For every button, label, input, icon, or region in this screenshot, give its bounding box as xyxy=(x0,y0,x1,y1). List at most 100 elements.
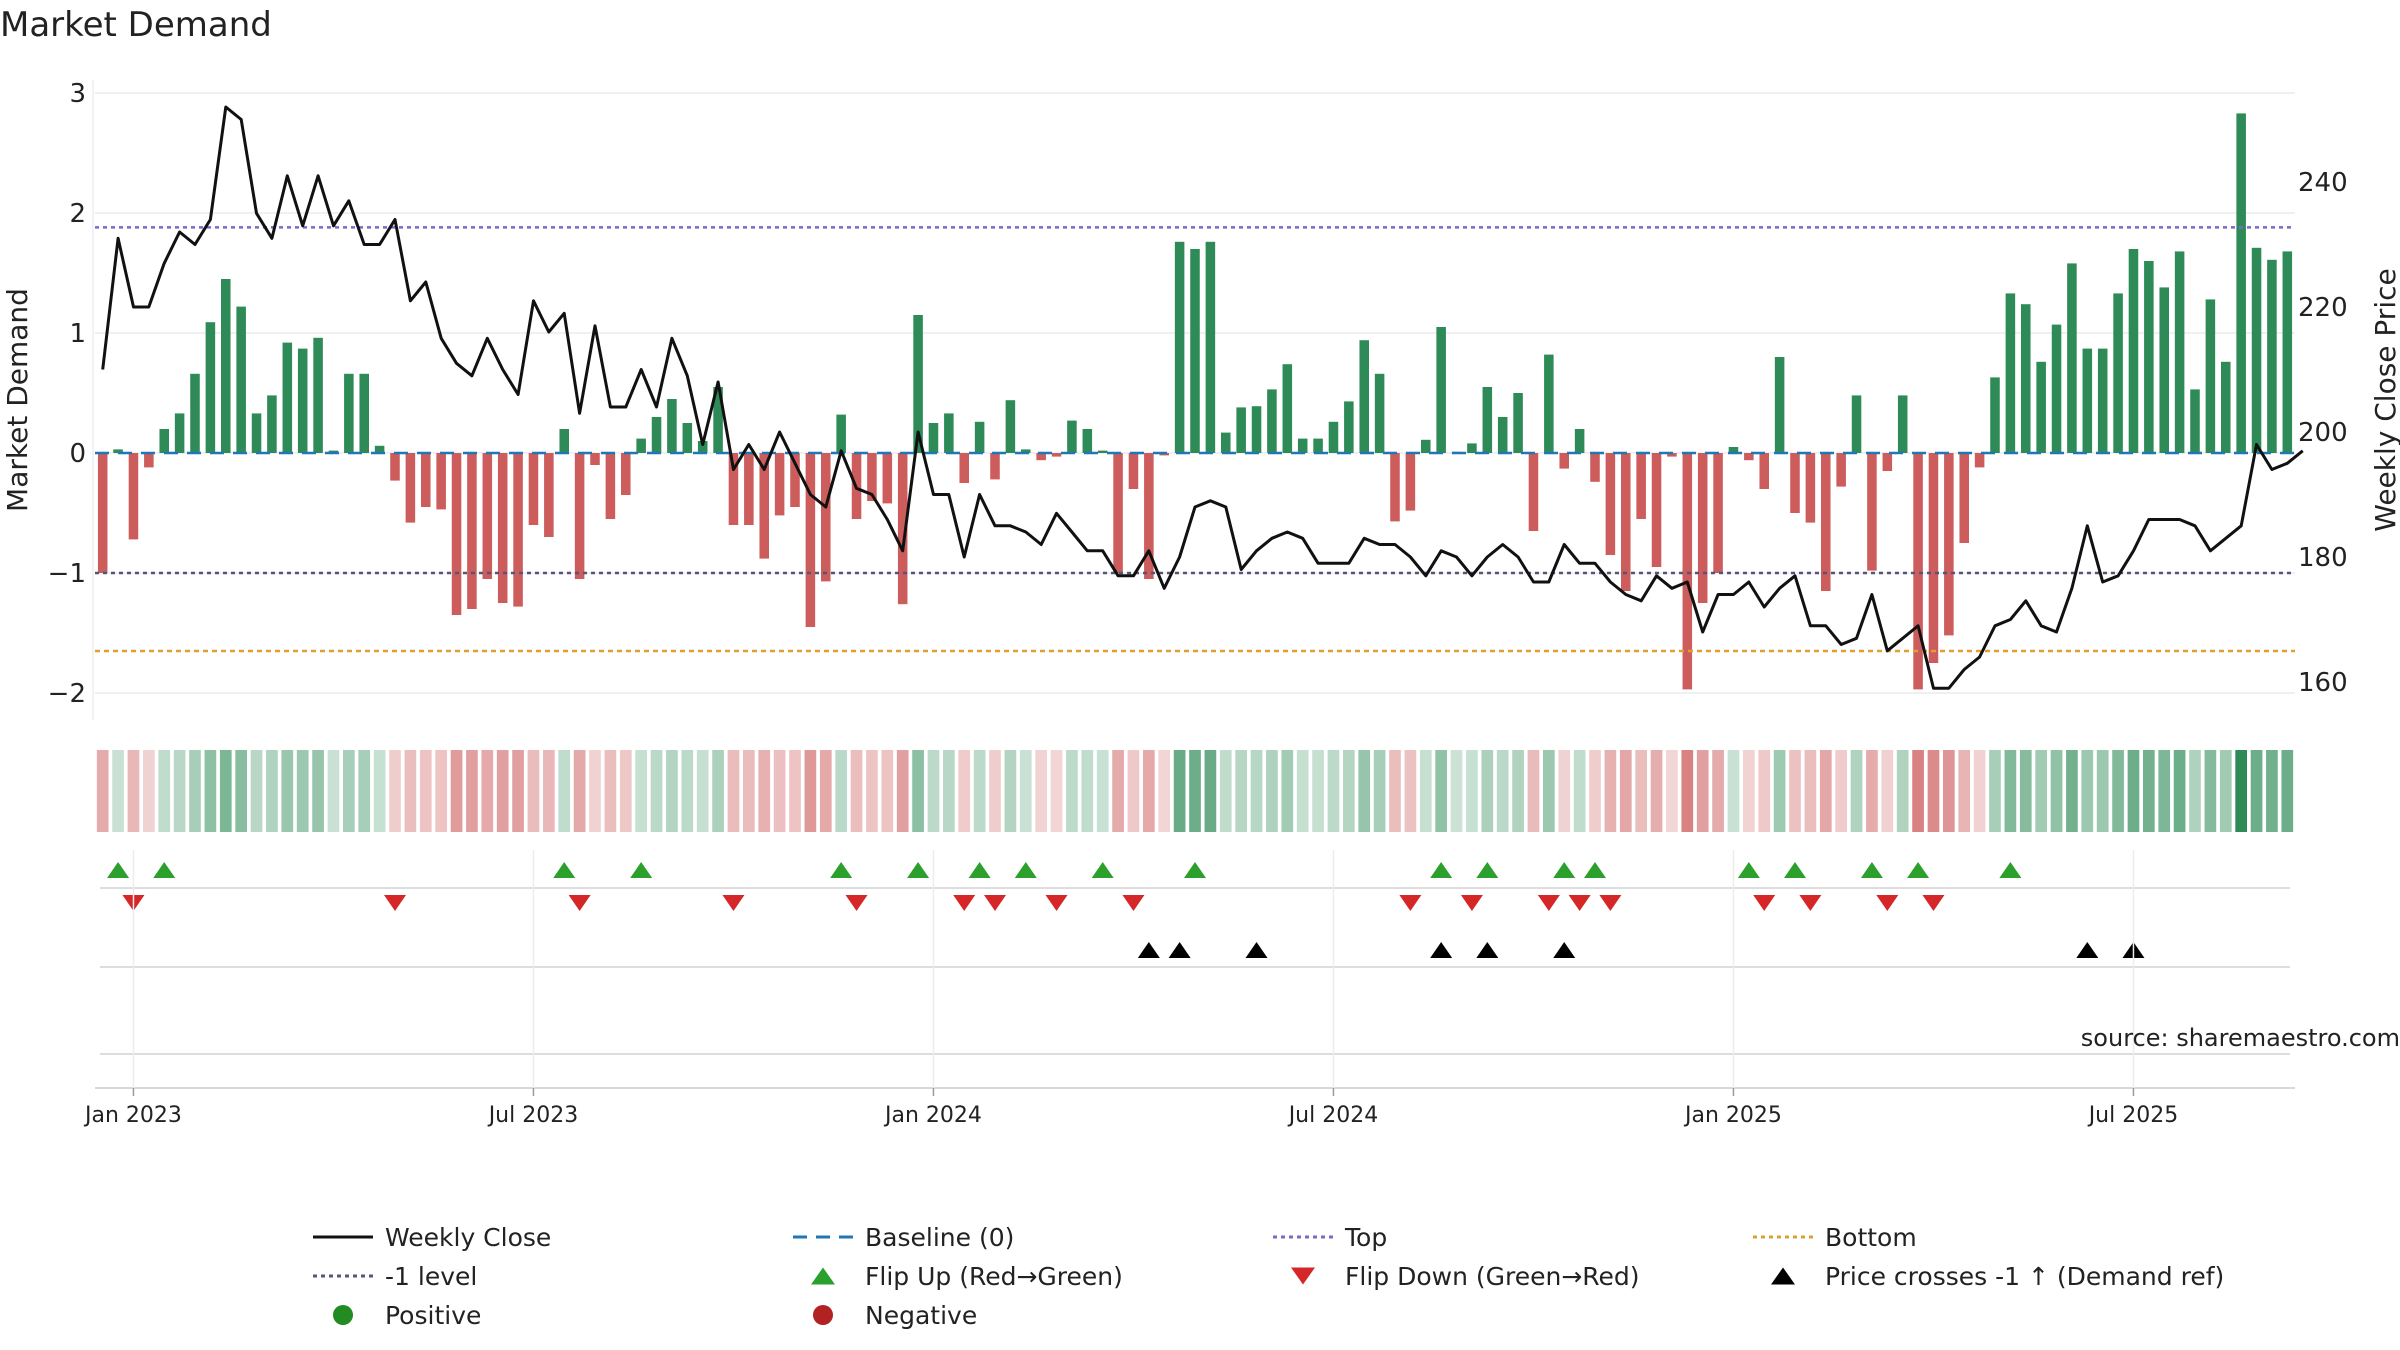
demand-bar xyxy=(159,429,169,453)
demand-bar xyxy=(1836,453,1846,487)
heat-cell xyxy=(1235,750,1247,832)
demand-bar xyxy=(205,322,216,453)
x-tick-label: Jul 2023 xyxy=(487,1103,579,1128)
heat-cell xyxy=(1958,750,1971,832)
flip-up-marker xyxy=(1553,862,1576,878)
heat-cell xyxy=(1527,750,1540,832)
demand-bar xyxy=(1374,373,1385,453)
heat-cell xyxy=(2112,750,2124,832)
flip-up-marker xyxy=(1091,862,1114,878)
demand-bar xyxy=(190,373,200,453)
heat-cell xyxy=(573,750,586,832)
demand-bar xyxy=(374,445,385,453)
y2-axis-label: Weekly Close Price xyxy=(2369,268,2400,531)
demand-bar xyxy=(1067,420,1077,453)
heat-cell xyxy=(1512,750,1524,832)
heat-cell xyxy=(1266,750,1278,832)
demand-bar xyxy=(1621,453,1631,591)
demand-bar xyxy=(897,453,908,605)
heat-cell xyxy=(2281,750,2294,832)
demand-bar xyxy=(497,453,508,603)
legend-swatch xyxy=(811,1267,835,1285)
heat-cell xyxy=(127,750,140,832)
demand-bar xyxy=(1328,421,1339,453)
demand-bar xyxy=(1097,450,1108,453)
demand-bar xyxy=(1728,447,1739,453)
heat-cell xyxy=(2081,750,2094,832)
heat-cell xyxy=(2143,750,2155,832)
heat-cell xyxy=(666,750,678,832)
demand-bar xyxy=(1221,432,1231,453)
flip-down-marker xyxy=(1460,895,1483,911)
demand-bar xyxy=(1928,453,1939,663)
heat-cell xyxy=(389,750,401,832)
heat-cell xyxy=(943,750,955,832)
heat-cell xyxy=(1973,750,1986,832)
demand-bar xyxy=(1251,406,1262,453)
flip-up-marker xyxy=(1430,862,1453,878)
heat-cell xyxy=(1773,750,1786,832)
demand-bar xyxy=(836,414,846,453)
heat-cell xyxy=(1666,750,1678,832)
heat-cell xyxy=(343,750,355,832)
legend-item: Weekly Close xyxy=(313,1223,551,1252)
flip-up-marker xyxy=(968,862,991,878)
heat-cell xyxy=(2127,750,2140,832)
heat-cell xyxy=(2173,750,2186,832)
heat-cell xyxy=(1758,750,1771,832)
heat-cell xyxy=(896,750,909,832)
heat-cell xyxy=(281,750,294,832)
demand-bar xyxy=(267,395,277,453)
demand-bar xyxy=(1990,377,2000,453)
flip-down-marker xyxy=(1568,895,1591,911)
heat-cell xyxy=(773,750,786,832)
x-tick-label: Jan 2025 xyxy=(1683,1103,1782,1128)
demand-bar xyxy=(2221,361,2231,453)
demand-bar xyxy=(1974,453,1985,468)
demand-bar xyxy=(728,453,739,525)
demand-bar xyxy=(697,441,708,453)
heat-cell xyxy=(1543,750,1555,832)
demand-bar xyxy=(1559,453,1569,469)
heat-cell xyxy=(143,750,155,832)
demand-bar xyxy=(1851,395,1862,453)
heat-cell xyxy=(2035,750,2047,832)
flip-down-marker xyxy=(722,895,745,911)
heat-cell xyxy=(1250,750,1263,832)
y2-tick-label: 220 xyxy=(2298,293,2348,323)
flip-down-marker xyxy=(1922,895,1945,911)
flip-down-marker xyxy=(1537,895,1560,911)
flip-up-marker xyxy=(1476,862,1499,878)
heat-cell xyxy=(1496,750,1509,832)
legend-item: Flip Down (Green→Red) xyxy=(1291,1262,1640,1291)
heat-cell xyxy=(912,750,924,832)
heat-cell xyxy=(204,750,217,832)
demand-bar xyxy=(574,453,585,579)
legend-label: Baseline (0) xyxy=(865,1223,1014,1252)
heat-cell xyxy=(2204,750,2217,832)
demand-bar xyxy=(1405,453,1416,511)
heat-cell xyxy=(1112,750,1124,832)
y-tick-label: 2 xyxy=(69,199,86,229)
demand-bar xyxy=(1605,453,1616,555)
demand-bar xyxy=(882,453,893,504)
flip-up-marker xyxy=(1737,862,1760,878)
heat-cell xyxy=(866,750,878,832)
y2-tick-label: 200 xyxy=(2298,418,2348,448)
demand-bar xyxy=(1697,453,1708,603)
demand-bar xyxy=(821,453,831,582)
heat-cell xyxy=(219,750,232,832)
demand-bar xyxy=(2205,299,2216,453)
heat-cell xyxy=(250,750,263,832)
flip-up-marker xyxy=(907,862,930,878)
demand-bar xyxy=(621,453,631,495)
legend-item: Top xyxy=(1273,1223,1387,1252)
legend-label: Weekly Close xyxy=(385,1223,551,1252)
heat-cell xyxy=(681,750,694,832)
demand-bar xyxy=(1713,453,1723,573)
demand-bar xyxy=(282,342,293,453)
legend-item: Bottom xyxy=(1753,1223,1917,1252)
heat-cell xyxy=(2096,750,2109,832)
demand-bar xyxy=(1005,400,1016,453)
y-tick-label: −2 xyxy=(48,679,86,709)
